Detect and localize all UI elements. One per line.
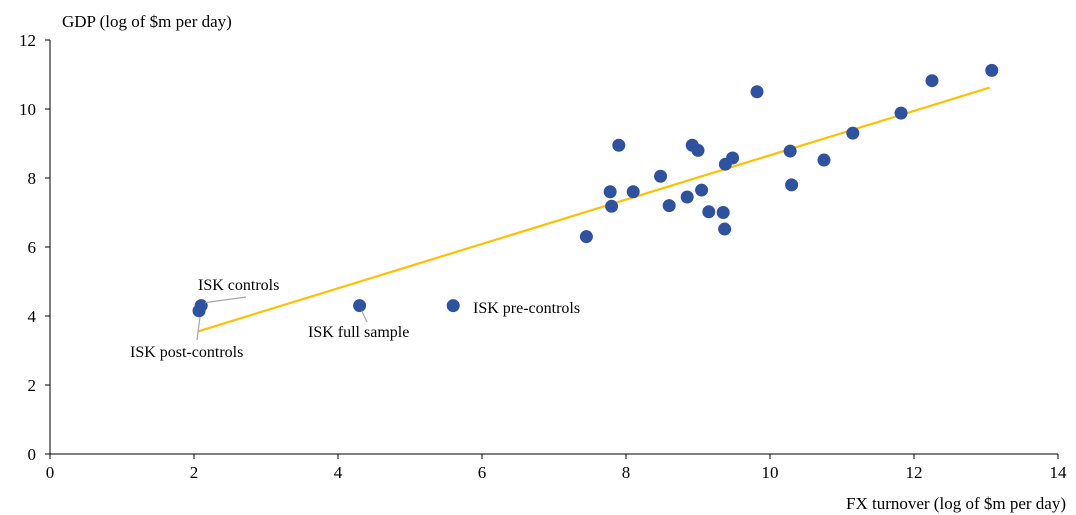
data-point xyxy=(783,144,797,158)
data-point xyxy=(579,230,593,244)
data-point xyxy=(680,190,694,204)
x-tick-label: 2 xyxy=(190,463,199,482)
annotation-leader-line xyxy=(196,316,201,341)
y-tick-label: 2 xyxy=(28,376,37,395)
y-axis-title: GDP (log of $m per day) xyxy=(62,12,232,31)
data-point xyxy=(750,85,764,99)
y-tick-label: 10 xyxy=(19,100,36,119)
data-point xyxy=(718,222,732,236)
annotation-label: ISK full sample xyxy=(308,324,409,341)
data-point xyxy=(985,63,999,77)
data-point xyxy=(726,151,740,165)
x-tick-label: 14 xyxy=(1050,463,1068,482)
data-point xyxy=(846,126,860,140)
data-point xyxy=(691,143,705,157)
data-point xyxy=(626,185,640,199)
annotation-label: ISK post-controls xyxy=(130,344,243,361)
data-point xyxy=(894,106,908,120)
x-tick-label: 4 xyxy=(334,463,343,482)
data-point xyxy=(716,206,730,219)
data-point xyxy=(662,199,676,213)
chart-marks xyxy=(192,63,999,341)
annotation-label: ISK pre-controls xyxy=(473,300,580,317)
trend-line xyxy=(197,86,990,333)
data-point xyxy=(785,178,799,192)
axes xyxy=(45,39,1059,459)
y-tick-label: 4 xyxy=(28,307,37,326)
chart-labels: 0 2 4 6 8 10 12 0 2 4 6 8 10 12 14 GDP (log of $m per d… xyxy=(19,12,1067,513)
y-tick-label: 8 xyxy=(28,169,37,188)
data-point xyxy=(192,304,206,318)
data-point xyxy=(612,138,626,152)
data-point xyxy=(702,205,716,219)
annotation-leader-line xyxy=(205,296,247,304)
y-tick-label: 12 xyxy=(19,31,36,50)
y-tick-label: 6 xyxy=(28,238,37,257)
x-tick-label: 0 xyxy=(46,463,55,482)
data-point xyxy=(353,299,367,313)
data-point xyxy=(654,169,668,183)
data-point xyxy=(603,185,617,199)
data-point xyxy=(925,74,939,88)
data-point xyxy=(817,153,831,167)
annotation-label: ISK controls xyxy=(198,277,279,294)
data-point xyxy=(605,199,619,213)
data-point xyxy=(446,299,460,313)
x-axis-title: FX turnover (log of $m per day) xyxy=(846,494,1066,513)
x-tick-label: 8 xyxy=(622,463,631,482)
y-tick-label: 0 xyxy=(28,445,37,464)
x-tick-label: 12 xyxy=(906,463,923,482)
x-tick-label: 6 xyxy=(478,463,487,482)
x-tick-label: 10 xyxy=(762,463,779,482)
data-point xyxy=(695,183,709,197)
annotation-leader-line xyxy=(361,310,368,323)
